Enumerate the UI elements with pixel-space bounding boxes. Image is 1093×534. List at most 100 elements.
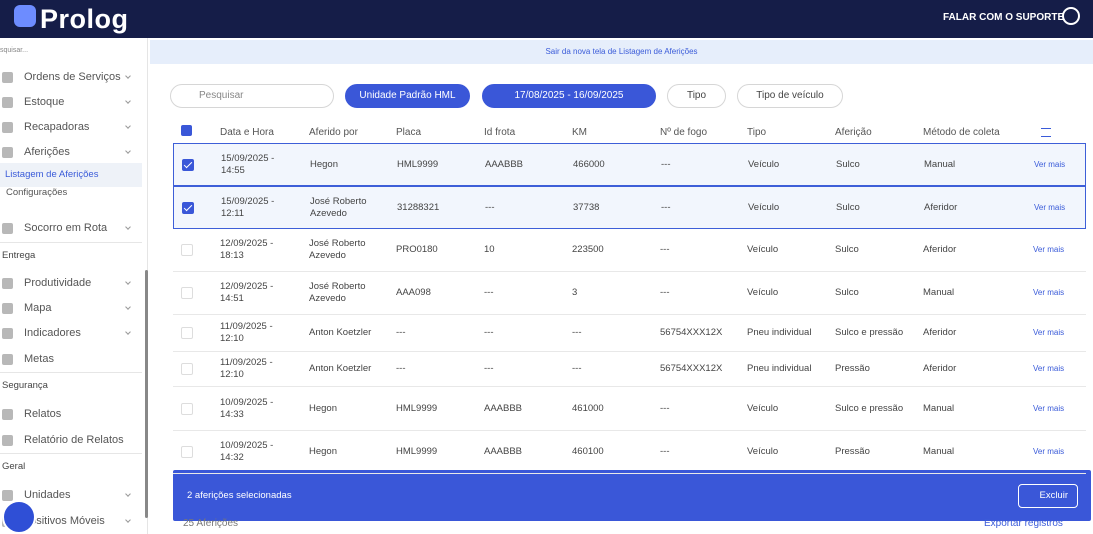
menu-item[interactable]: Socorro em Rota	[0, 222, 142, 236]
table-cell: Veículo	[747, 244, 779, 255]
table-cell: Anton Koetzler	[309, 363, 372, 374]
view-more-link[interactable]: Ver mais	[1033, 364, 1065, 373]
menu-label: Estoque	[24, 96, 65, 108]
sidebar: squisar... Ordens de Serviços Estoque Reca…	[0, 38, 148, 534]
view-more-link[interactable]: Ver mais	[1034, 202, 1066, 212]
search-input[interactable]: Pesquisar	[170, 84, 334, 108]
table-cell: ---	[484, 287, 494, 298]
divider	[0, 453, 142, 454]
column-settings-icon[interactable]	[1041, 128, 1051, 137]
column-header: Id frota	[484, 127, 516, 138]
row-checkbox[interactable]	[181, 327, 193, 339]
table-cell: Sulco	[835, 244, 859, 255]
table-row[interactable]: 11/09/2025 - 12:10 Anton Koetzler --- --- --…	[173, 352, 1086, 387]
table-row[interactable]: 15/09/2025 - 14:55 Hegon HML9999 AAABBB 4660…	[173, 143, 1086, 186]
export-link[interactable]: Exportar registros	[984, 518, 1063, 529]
table-cell: Hegon	[309, 402, 337, 414]
table-cell: Aferidor	[923, 244, 957, 255]
menu-item[interactable]: Relatos	[0, 408, 142, 422]
view-more-link[interactable]: Ver mais	[1033, 447, 1065, 456]
table-cell: ---	[660, 287, 670, 298]
section-label: Segurança	[2, 380, 48, 391]
table-cell: 10	[484, 244, 495, 255]
row-checkbox[interactable]	[181, 244, 193, 256]
support-link[interactable]: FALAR COM O SUPORTE	[943, 12, 1065, 23]
table-cell: 3	[572, 287, 578, 298]
banner-link[interactable]: Sair da nova tela de Listagem de Aferiçõ…	[150, 40, 1093, 64]
menu-item[interactable]: Unidades	[0, 489, 142, 503]
section-label: Geral	[2, 461, 26, 472]
menu-icon	[2, 72, 13, 83]
view-more-link[interactable]: Ver mais	[1033, 328, 1065, 337]
menu-item[interactable]: Listagem de Aferições	[5, 169, 99, 180]
chat-button[interactable]	[2, 500, 36, 534]
menu-item[interactable]: Configurações	[6, 187, 68, 198]
table-row[interactable]: 12/09/2025 - 14:51 José Roberto Azevedo AA…	[173, 272, 1086, 315]
view-more-link[interactable]: Ver mais	[1033, 403, 1065, 413]
vehicle-type-filter[interactable]: Tipo de veículo	[737, 84, 843, 108]
table-cell: José Roberto Azevedo	[309, 281, 366, 304]
table-row[interactable]: 10/09/2025 - 14:32 Hegon HML9999 AAABBB 4601…	[173, 431, 1086, 474]
menu-item[interactable]: Produtividade	[0, 277, 142, 291]
table-cell: Manual	[923, 287, 955, 298]
chevron	[125, 329, 131, 335]
date-filter[interactable]: 17/08/2025 - 16/09/2025	[482, 84, 656, 108]
menu-icon	[2, 435, 13, 446]
table-cell: Veículo	[747, 287, 779, 298]
menu-item[interactable]: Estoque	[0, 96, 142, 110]
logo[interactable]: Prolog	[40, 4, 129, 34]
menu-label: Mapa	[24, 302, 52, 314]
menu-item[interactable]: Ordens de Serviços	[0, 71, 142, 85]
table-cell: AAABBB	[484, 446, 523, 457]
table-cell: Veículo	[748, 158, 780, 170]
chevron	[125, 73, 131, 79]
table-cell: Sulco e pressão	[835, 402, 904, 414]
selection-text: 2 aferições selecionadas	[187, 490, 292, 501]
row-checkbox[interactable]	[181, 446, 193, 458]
table-cell: AAA098	[396, 287, 431, 298]
menu-icon	[2, 328, 13, 339]
table-cell: 10/09/2025 - 14:32	[220, 440, 274, 463]
menu-icon	[2, 223, 13, 234]
table-cell: ---	[660, 244, 670, 255]
row-checkbox[interactable]	[181, 363, 193, 375]
menu-item[interactable]: Recapadoras	[0, 121, 142, 135]
row-checkbox[interactable]	[181, 402, 193, 415]
view-more-link[interactable]: Ver mais	[1033, 288, 1065, 297]
table-cell: 12/09/2025 - 14:51	[220, 281, 274, 304]
table-row[interactable]: 15/09/2025 - 12:11 José Roberto Azevedo 31…	[173, 186, 1086, 229]
table-cell: ---	[396, 363, 406, 374]
scrollbar[interactable]	[145, 270, 148, 518]
column-header: Data e Hora	[220, 127, 274, 138]
sidebar-search[interactable]: squisar...	[0, 47, 29, 54]
table-cell: 11/09/2025 - 12:10	[220, 321, 273, 344]
table-cell: PRO0180	[396, 244, 438, 255]
menu-item[interactable]: Relatório de Relatos	[0, 434, 142, 448]
menu-item[interactable]: Aferições	[0, 146, 142, 160]
table-row[interactable]: 10/09/2025 - 14:33 Hegon HML9999 AAABBB 4610…	[173, 387, 1086, 431]
column-header: KM	[572, 127, 587, 138]
view-more-link[interactable]: Ver mais	[1034, 159, 1066, 169]
select-all-checkbox[interactable]	[181, 125, 192, 136]
chevron	[125, 148, 131, 154]
table-row[interactable]: 11/09/2025 - 12:10 Anton Koetzler --- --- --…	[173, 315, 1086, 352]
logo-icon	[14, 5, 36, 27]
chevron	[125, 224, 131, 230]
row-checkbox[interactable]	[182, 201, 194, 214]
divider	[0, 242, 142, 243]
unit-filter[interactable]: Unidade Padrão HML	[345, 84, 470, 108]
row-checkbox[interactable]	[181, 287, 193, 299]
type-filter[interactable]: Tipo	[667, 84, 726, 108]
table-row[interactable]: 12/09/2025 - 18:13 José Roberto Azevedo PR…	[173, 229, 1086, 272]
view-more-link[interactable]: Ver mais	[1033, 245, 1065, 254]
menu-item[interactable]: Mapa	[0, 302, 142, 316]
menu-item[interactable]: Indicadores	[0, 327, 142, 341]
section-label: Entrega	[2, 250, 36, 261]
row-checkbox[interactable]	[182, 158, 194, 171]
active-bg	[0, 163, 142, 187]
delete-button[interactable]: Excluir	[1018, 484, 1078, 508]
menu-item[interactable]: Metas	[0, 353, 142, 367]
table-cell: HML9999	[396, 402, 438, 414]
user-icon[interactable]	[1062, 7, 1080, 25]
